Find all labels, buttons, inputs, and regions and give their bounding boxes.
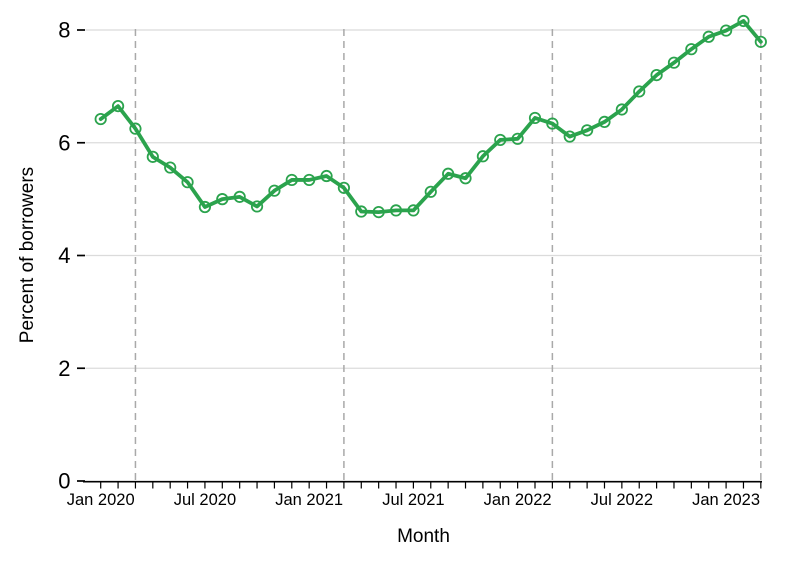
x-tick-label: Jul 2021 — [382, 491, 444, 509]
data-point-marker — [146, 150, 159, 163]
data-point-marker — [424, 185, 437, 198]
data-point-marker — [111, 100, 125, 113]
data-point-marker — [320, 169, 333, 183]
x-tick-label: Jul 2020 — [174, 491, 236, 509]
data-point-marker — [164, 161, 177, 174]
data-point-marker — [546, 117, 559, 130]
x-tick-label: Jan 2020 — [67, 491, 135, 509]
x-tick-label: Jan 2021 — [275, 491, 343, 509]
data-point-marker — [442, 167, 455, 180]
data-point-marker — [511, 132, 524, 145]
data-point-marker — [719, 24, 733, 37]
y-tick-label: 4 — [58, 243, 70, 268]
data-point-marker — [685, 43, 698, 56]
data-point-marker — [563, 130, 576, 143]
data-point-marker — [528, 111, 542, 125]
y-tick-label: 0 — [58, 469, 70, 494]
data-point-marker — [754, 35, 767, 48]
x-tick-label: Jan 2022 — [484, 491, 552, 509]
data-point-marker — [233, 190, 246, 203]
data-point-marker — [407, 204, 420, 217]
data-point-marker — [667, 56, 681, 69]
x-tick-label: Jan 2023 — [692, 491, 760, 509]
data-point-marker — [372, 205, 385, 219]
data-point-marker — [355, 205, 368, 218]
series-line — [98, 19, 763, 214]
x-axis-title: Month — [397, 526, 450, 547]
data-point-marker — [303, 173, 316, 187]
data-point-marker — [581, 124, 594, 137]
data-point-marker — [250, 200, 264, 213]
data-point-marker — [476, 150, 489, 163]
x-tick-label: Jul 2022 — [591, 491, 653, 509]
data-point-marker — [633, 85, 646, 98]
data-point-marker — [702, 30, 715, 43]
data-point-marker — [494, 133, 507, 147]
data-point-marker — [268, 184, 281, 197]
y-tick-label: 8 — [58, 18, 70, 43]
data-point-marker — [737, 14, 750, 28]
data-point-marker — [389, 204, 403, 217]
y-axis-title: Percent of borrowers — [17, 166, 38, 344]
data-point-marker — [198, 200, 212, 214]
data-point-marker — [216, 193, 229, 206]
data-point-marker — [94, 112, 107, 126]
data-point-marker — [337, 181, 351, 194]
data-point-marker — [459, 172, 472, 185]
data-point-marker — [181, 176, 194, 189]
data-point-marker — [285, 173, 298, 187]
y-tick-label: 6 — [58, 130, 70, 155]
data-point-marker — [615, 103, 628, 116]
data-point-marker — [129, 122, 142, 135]
data-point-marker — [650, 69, 663, 82]
data-point-marker — [598, 115, 611, 128]
y-tick-label: 2 — [58, 356, 70, 381]
